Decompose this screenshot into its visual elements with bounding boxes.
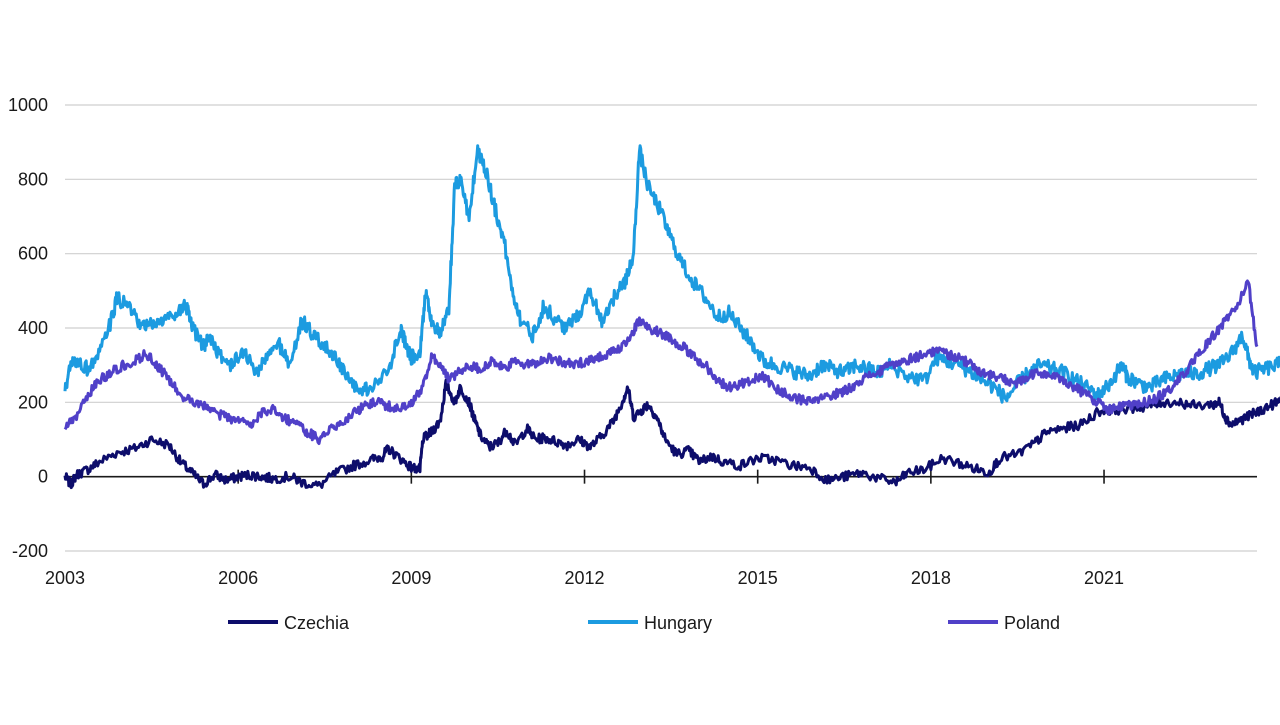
series-lines xyxy=(63,144,1280,490)
y-tick-label: 0 xyxy=(38,467,48,487)
legend-label-poland: Poland xyxy=(1004,613,1060,633)
x-tick-label: 2009 xyxy=(391,568,431,588)
y-tick-label: 600 xyxy=(18,244,48,264)
x-tick-label: 2012 xyxy=(564,568,604,588)
legend: Czechia Hungary Poland xyxy=(228,613,1060,633)
axes: 1000 800 600 400 200 0 -200 2003 2006 2009 2012 201… xyxy=(8,95,1257,588)
gridlines xyxy=(65,104,1257,552)
legend-label-czechia: Czechia xyxy=(284,613,350,633)
y-tick-label: 400 xyxy=(18,318,48,338)
y-tick-label: 200 xyxy=(18,392,48,412)
y-tick-label: 800 xyxy=(18,169,48,189)
x-tick-label: 2015 xyxy=(738,568,778,588)
y-tick-label: 1000 xyxy=(8,95,48,115)
y-tick-label: -200 xyxy=(12,541,48,561)
series-line-czechia xyxy=(63,378,1280,490)
legend-label-hungary: Hungary xyxy=(644,613,712,633)
x-tick-label: 2018 xyxy=(911,568,951,588)
series-line-hungary xyxy=(63,144,1280,404)
x-tick-label: 2006 xyxy=(218,568,258,588)
x-tick-label: 2021 xyxy=(1084,568,1124,588)
x-tick-label: 2003 xyxy=(45,568,85,588)
series-line-poland xyxy=(63,279,1259,445)
